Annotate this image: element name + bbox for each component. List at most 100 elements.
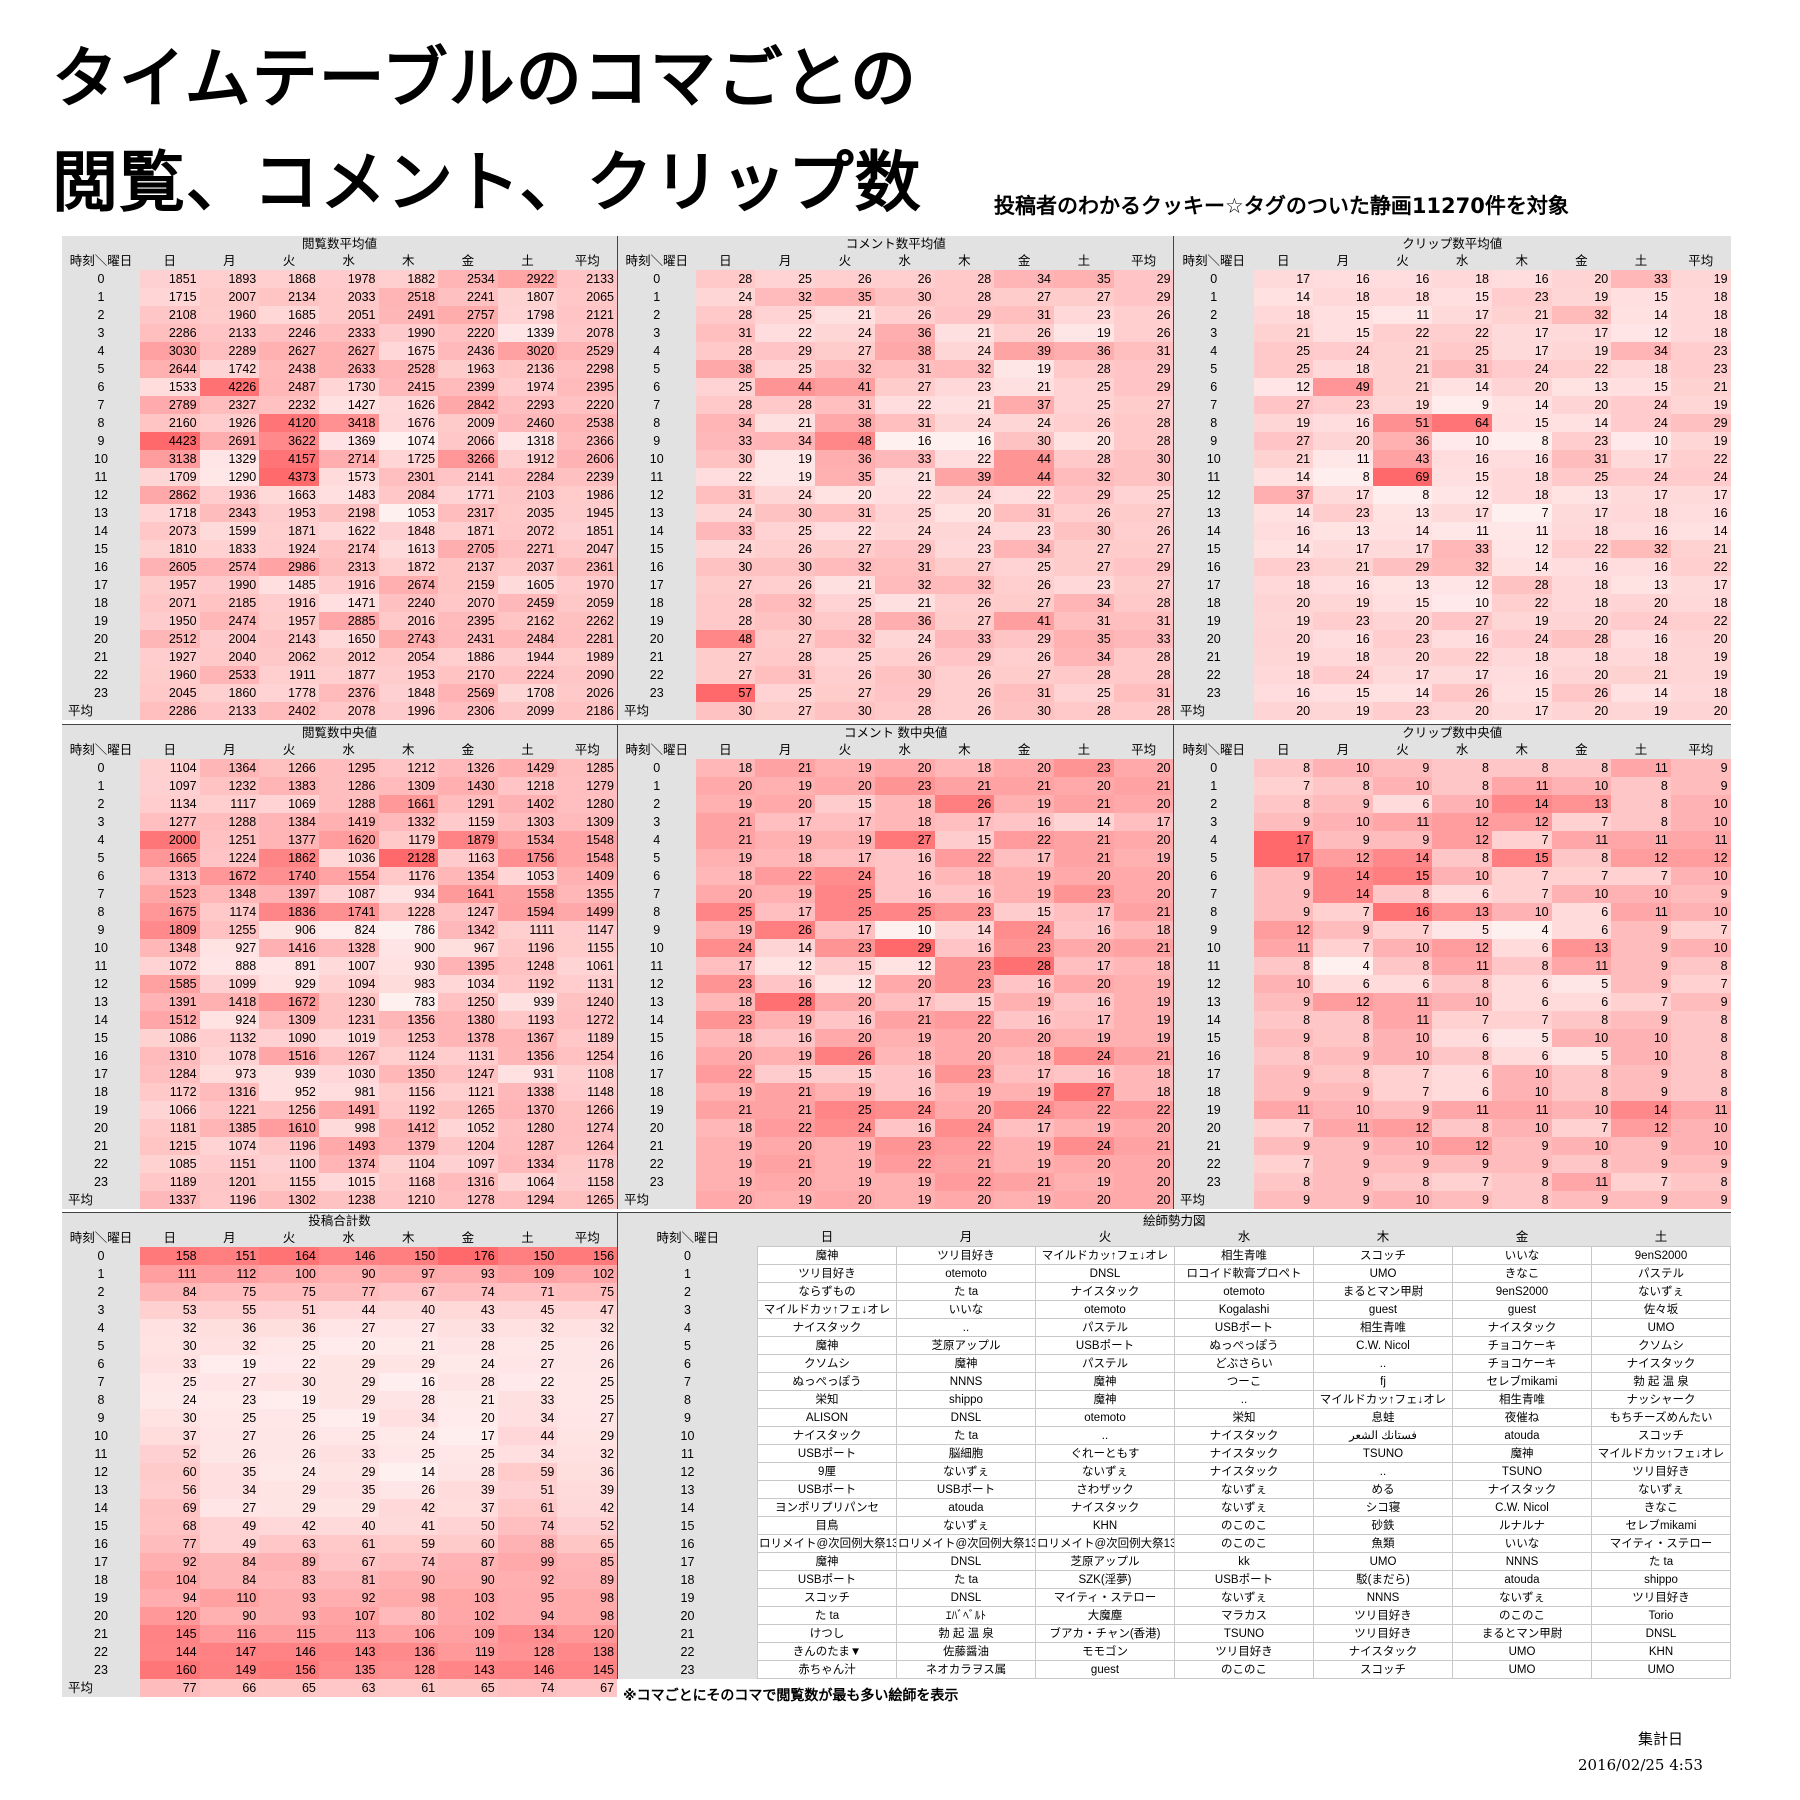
table-row: 8 24 23 19 29 28 21 33 25 [62, 1390, 618, 1409]
data-cell: 8 [1492, 956, 1552, 975]
data-cell: 1493 [318, 1136, 379, 1155]
data-cell: 11 [1432, 1100, 1492, 1119]
data-cell: 128 [497, 1642, 558, 1661]
data-cell: 93 [438, 1264, 498, 1283]
data-cell: 24 [1611, 468, 1671, 486]
data-cell: 94 [497, 1606, 558, 1625]
data-cell: 12 [1611, 324, 1671, 342]
data-cell: 2606 [557, 450, 618, 468]
data-cell: 1384 [259, 812, 319, 831]
data-cell: 28 [695, 342, 756, 360]
data-cell: 23 [199, 1390, 260, 1409]
data-cell: 1131 [557, 974, 618, 993]
data-cell: 15 [755, 1064, 815, 1083]
data-cell: 5 [1492, 1028, 1552, 1047]
data-cell: 1179 [378, 830, 439, 849]
day-header: 月 [199, 1228, 260, 1247]
data-cell: 18 [1113, 1082, 1174, 1101]
data-cell: 33 [1611, 270, 1671, 288]
data-cell: 31 [695, 324, 756, 342]
table-row: 10 21 11 43 16 16 31 17 22 [1173, 450, 1731, 468]
table-row: 18 19 21 19 16 19 19 27 18 [617, 1082, 1174, 1101]
avg-col-header: 平均 [1670, 252, 1731, 270]
hour-label: 8 [62, 1390, 140, 1409]
table-row: 23 16 15 14 26 15 26 14 18 [1173, 684, 1731, 702]
data-cell: 2986 [259, 558, 319, 576]
hour-label: 3 [1173, 812, 1254, 831]
data-cell: 1378 [438, 1028, 498, 1047]
table-row: 22 きんのたま▼ 佐藤醤油 モモゴン ツリ目好き ナイスタック UMO KHN [617, 1642, 1732, 1661]
data-cell: 42 [557, 1498, 618, 1517]
data-cell: 16 [1054, 992, 1114, 1011]
data-cell: 1548 [557, 848, 618, 867]
data-cell: 1332 [378, 812, 439, 831]
hour-label: 18 [1173, 1082, 1254, 1101]
data-cell: 74 [497, 1516, 558, 1535]
data-cell: 21 [874, 594, 935, 612]
data-cell: 138 [557, 1642, 618, 1661]
data-cell: 1286 [318, 776, 379, 795]
artist-name: チョコケーキ [1452, 1336, 1592, 1355]
data-cell: 34 [1054, 594, 1114, 612]
hour-label: 6 [617, 1354, 758, 1373]
data-cell: 22 [1670, 450, 1731, 468]
data-cell: 1053 [378, 504, 439, 522]
avg-cell: 20 [1670, 702, 1731, 720]
data-cell: 69 [140, 1498, 200, 1517]
data-cell: 16 [1313, 270, 1373, 288]
data-cell: 1310 [140, 1046, 200, 1065]
data-cell: 1848 [378, 684, 439, 702]
data-cell: 927 [199, 938, 260, 957]
data-cell: 26 [378, 1480, 439, 1499]
data-cell: 44 [994, 468, 1054, 486]
artist-name: UMO [1452, 1642, 1592, 1661]
data-cell: 1267 [318, 1046, 379, 1065]
artist-name: けつし [757, 1624, 897, 1643]
data-cell: 90 [318, 1264, 379, 1283]
data-cell: 18 [1113, 1064, 1174, 1083]
data-cell: 164 [259, 1246, 319, 1265]
hour-label: 2 [1173, 306, 1254, 324]
data-cell: 1641 [438, 884, 498, 903]
table-row: 3 1277 1288 1384 1419 1332 1159 1303 1309 [62, 812, 618, 831]
table-row: 1 20 19 20 23 21 21 20 21 [617, 776, 1174, 795]
data-cell: 1990 [378, 324, 439, 342]
table-title-row: コメント数平均値 [617, 236, 1174, 252]
data-cell: 27 [874, 830, 935, 849]
data-cell: 2045 [140, 684, 200, 702]
hour-label: 5 [62, 848, 140, 867]
artist-name: UMO [1313, 1552, 1453, 1571]
data-cell: 36 [259, 1318, 319, 1337]
data-cell: 23 [874, 776, 935, 795]
table-row: 23 1189 1201 1155 1015 1168 1316 1064 1158 [62, 1172, 618, 1191]
data-cell: 20 [1113, 1172, 1174, 1191]
data-cell: 1121 [438, 1082, 498, 1101]
day-header: 土 [497, 1228, 558, 1247]
data-cell: 1613 [378, 540, 439, 558]
data-cell: 2317 [438, 504, 498, 522]
data-cell: 1485 [259, 576, 319, 594]
data-cell: 8 [1432, 1118, 1492, 1137]
data-cell: 1250 [438, 992, 498, 1011]
data-cell: 8 [1432, 848, 1492, 867]
data-cell: 20 [1113, 830, 1174, 849]
data-cell: 10 [1432, 866, 1492, 885]
data-cell: 16 [815, 1010, 875, 1029]
stat-table-5: クリップ数中央値 時刻＼曜日日月火水木金土平均 0 8 10 9 8 8 8 11 9 1 7 8 10 8 1… [1173, 724, 1731, 1209]
data-cell: 103 [438, 1588, 498, 1607]
data-cell: 18 [695, 992, 756, 1011]
data-cell: 16 [1432, 450, 1492, 468]
data-cell: 26 [815, 1046, 875, 1065]
data-cell: 19 [994, 992, 1054, 1011]
data-cell: 8 [1611, 776, 1671, 795]
artist-name: DNSL [896, 1408, 1036, 1427]
artist-name: パステル [1035, 1318, 1175, 1337]
data-cell: 2185 [199, 594, 260, 612]
data-cell: 27 [318, 1318, 379, 1337]
data-cell: 18 [1253, 576, 1314, 594]
data-cell: 28 [1054, 360, 1114, 378]
table-row: 22 1960 2533 1911 1877 1953 2170 2224 2090 [62, 666, 618, 684]
data-cell: 10 [1372, 1136, 1433, 1155]
data-cell: 7 [1492, 504, 1552, 522]
data-cell: 16 [1054, 1064, 1114, 1083]
